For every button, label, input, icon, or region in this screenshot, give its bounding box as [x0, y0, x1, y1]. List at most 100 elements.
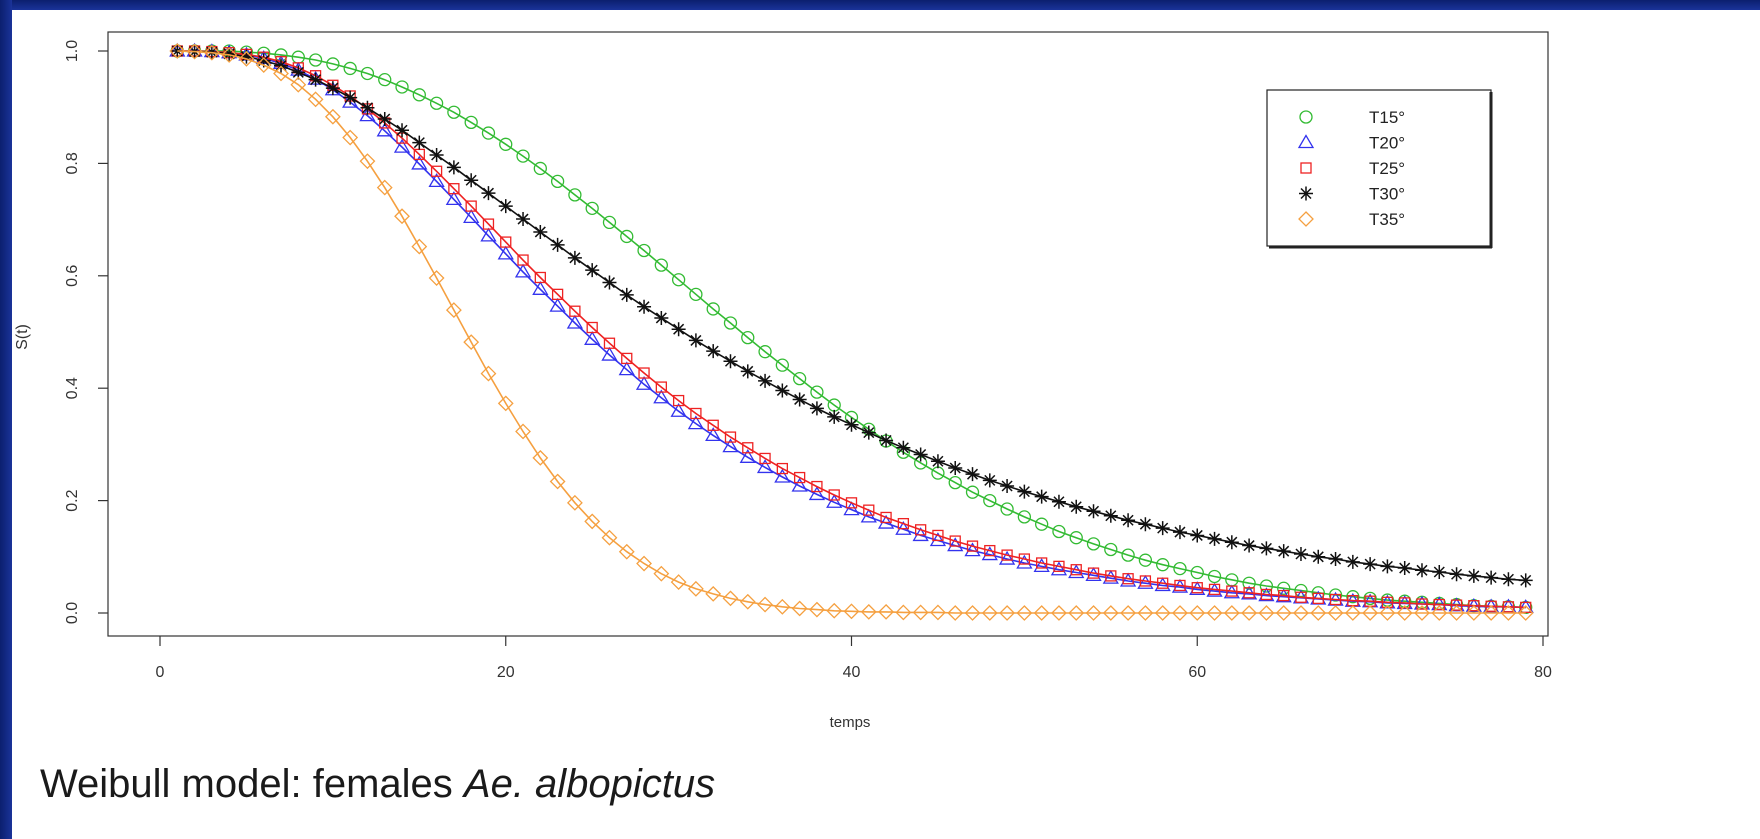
- data-point: [1189, 605, 1206, 621]
- data-point: [550, 174, 565, 189]
- slide-caption: Weibull model: females Ae. albopictus: [40, 762, 715, 807]
- data-point: [359, 107, 376, 122]
- data-point: [1484, 570, 1499, 585]
- data-point: [1465, 605, 1482, 621]
- data-point: [791, 477, 808, 492]
- data-point: [1017, 484, 1032, 499]
- data-point: [1033, 558, 1050, 573]
- legend-label: T35°: [1369, 210, 1405, 229]
- data-point: [947, 605, 964, 621]
- data-point: [326, 57, 340, 71]
- data-point: [811, 480, 823, 493]
- data-point: [1397, 561, 1412, 576]
- data-point: [757, 596, 773, 613]
- data-point: [203, 44, 220, 61]
- data-point: [741, 330, 755, 345]
- data-point: [653, 389, 670, 404]
- data-point: [949, 535, 961, 547]
- data-point: [445, 191, 463, 206]
- data-point: [463, 334, 480, 351]
- data-point: [499, 137, 513, 151]
- data-point: [566, 494, 583, 511]
- data-point: [463, 209, 480, 224]
- data-point: [1018, 553, 1031, 565]
- legend-marker: [1299, 186, 1313, 201]
- y-axis-label: S(t): [14, 324, 31, 350]
- data-point: [827, 409, 842, 424]
- data-point: [222, 46, 237, 61]
- data-point: [447, 105, 461, 119]
- data-point: [291, 65, 306, 80]
- data-point: [672, 394, 685, 407]
- data-point: [445, 302, 462, 319]
- data-point: [1379, 605, 1396, 621]
- data-point: [376, 122, 393, 137]
- data-point: [1174, 579, 1186, 592]
- data-point: [170, 44, 185, 58]
- data-point: [568, 188, 582, 202]
- data-point: [255, 57, 272, 73]
- data-point: [896, 440, 911, 455]
- data-point: [1259, 541, 1274, 556]
- data-point: [585, 201, 599, 216]
- data-point: [1120, 605, 1137, 621]
- data-point: [1102, 605, 1119, 621]
- data-point: [860, 603, 877, 620]
- data-point: [517, 254, 529, 266]
- data-point: [412, 135, 427, 150]
- data-point: [411, 238, 428, 255]
- series-line-3: [177, 50, 1526, 609]
- data-point: [1293, 546, 1308, 561]
- data-point: [999, 605, 1016, 621]
- data-point: [809, 601, 825, 618]
- data-point: [1258, 605, 1275, 621]
- data-point: [359, 153, 376, 170]
- data-point: [448, 183, 460, 195]
- data-point: [1502, 601, 1515, 613]
- data-point: [775, 358, 789, 372]
- data-point: [742, 442, 754, 454]
- data-point: [1259, 579, 1274, 593]
- data-point: [586, 321, 598, 334]
- data-point: [1432, 564, 1447, 579]
- data-point: [965, 485, 980, 499]
- data-point: [1068, 605, 1085, 621]
- data-point: [534, 271, 546, 284]
- data-point: [690, 407, 702, 420]
- data-point: [654, 258, 668, 272]
- data-point: [636, 555, 652, 572]
- legend-label: T25°: [1369, 159, 1405, 178]
- data-point: [1139, 575, 1152, 587]
- data-point: [428, 270, 445, 286]
- data-point: [930, 604, 946, 621]
- data-point: [897, 517, 910, 530]
- data-point: [1069, 531, 1083, 545]
- data-point: [1328, 552, 1343, 567]
- data-point: [1052, 524, 1066, 539]
- data-point: [740, 364, 755, 379]
- data-point: [395, 80, 409, 94]
- data-point: [1241, 605, 1258, 621]
- data-point: [308, 72, 323, 87]
- data-point: [1242, 576, 1256, 590]
- data-point: [1172, 525, 1187, 540]
- data-point: [670, 402, 687, 417]
- data-point: [1485, 600, 1497, 612]
- data-point: [618, 543, 635, 560]
- data-point: [584, 513, 601, 530]
- data-point: [1396, 605, 1413, 621]
- data-point: [688, 333, 703, 348]
- data-point: [1448, 605, 1465, 621]
- data-point: [948, 461, 963, 476]
- data-point: [480, 365, 497, 382]
- data-point: [705, 427, 722, 442]
- data-point: [739, 593, 756, 610]
- data-point: [550, 237, 565, 252]
- data-point: [411, 155, 428, 170]
- data-point: [497, 245, 514, 260]
- y-tick-label: 0.2: [64, 489, 81, 511]
- data-point: [1363, 557, 1378, 572]
- data-point: [722, 590, 739, 607]
- data-point: [186, 43, 203, 60]
